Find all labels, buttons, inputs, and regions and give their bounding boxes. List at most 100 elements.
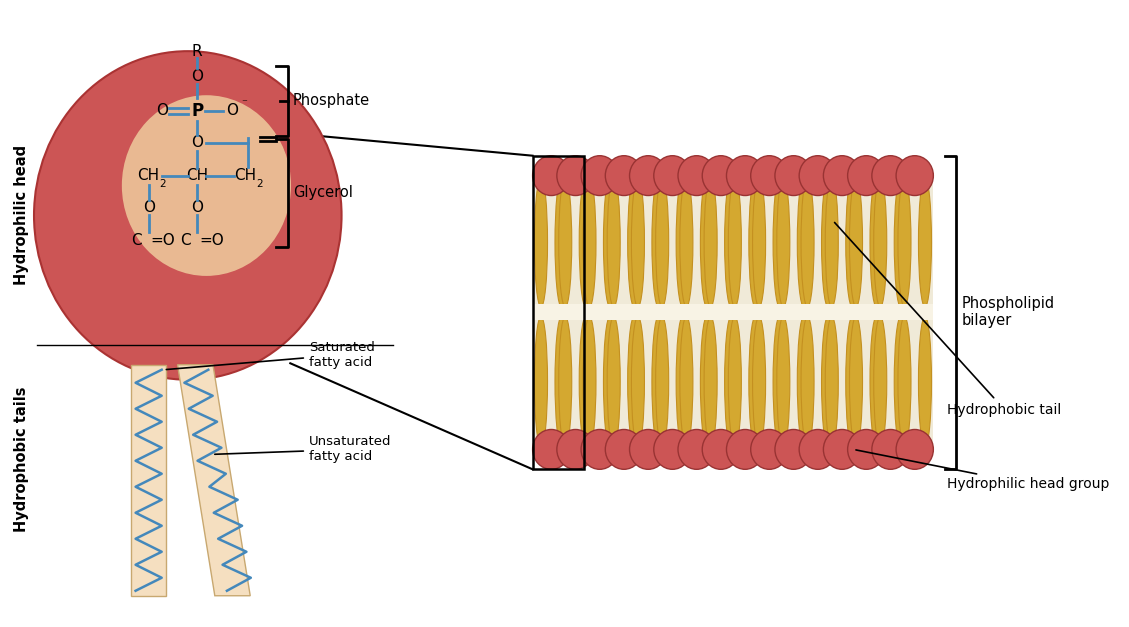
Text: Phospholipid
bilayer: Phospholipid bilayer [961,296,1054,328]
Ellipse shape [874,177,886,307]
Ellipse shape [797,317,811,447]
Ellipse shape [680,177,693,307]
Ellipse shape [753,177,765,307]
Circle shape [679,429,716,469]
Ellipse shape [919,317,931,447]
Text: O: O [227,103,238,119]
Ellipse shape [849,177,863,307]
Ellipse shape [676,177,689,307]
Text: 2: 2 [256,179,263,189]
Circle shape [654,155,691,196]
Ellipse shape [894,317,908,447]
Ellipse shape [628,317,641,447]
Circle shape [630,429,667,469]
Ellipse shape [651,317,665,447]
Text: O: O [191,135,203,150]
Ellipse shape [777,177,790,307]
Ellipse shape [846,177,859,307]
Text: CH: CH [186,168,208,183]
Ellipse shape [607,177,620,307]
Text: Hydrophobic tail: Hydrophobic tail [834,223,1061,416]
Ellipse shape [749,177,762,307]
Text: CH: CH [138,168,159,183]
Circle shape [581,155,619,196]
Circle shape [702,155,739,196]
Ellipse shape [534,177,548,307]
Ellipse shape [822,177,834,307]
Ellipse shape [559,317,571,447]
Ellipse shape [849,317,863,447]
Circle shape [533,429,570,469]
Circle shape [679,155,716,196]
Ellipse shape [919,177,931,307]
Ellipse shape [559,177,571,307]
Ellipse shape [728,177,742,307]
Circle shape [726,155,763,196]
Bar [533,304,934,320]
Circle shape [799,429,837,469]
Circle shape [34,51,342,380]
Text: Hydrophilic head: Hydrophilic head [15,145,29,285]
Polygon shape [177,365,251,596]
Ellipse shape [725,317,737,447]
Circle shape [654,429,691,469]
Ellipse shape [534,317,548,447]
Circle shape [122,95,291,276]
Circle shape [533,155,570,196]
Text: =O: =O [150,233,175,248]
Text: =O: =O [199,233,224,248]
Ellipse shape [680,317,693,447]
Circle shape [726,429,763,469]
Circle shape [751,429,788,469]
Ellipse shape [870,177,883,307]
Ellipse shape [898,177,911,307]
Ellipse shape [822,317,834,447]
Circle shape [799,155,837,196]
Circle shape [557,429,594,469]
Text: O: O [156,103,168,119]
Ellipse shape [651,177,665,307]
Ellipse shape [631,317,645,447]
Text: Hydrophilic head group: Hydrophilic head group [856,450,1110,491]
Ellipse shape [704,317,717,447]
Ellipse shape [753,317,765,447]
Circle shape [823,429,860,469]
Circle shape [848,429,885,469]
Text: Glycerol: Glycerol [294,185,353,200]
Ellipse shape [583,177,596,307]
Text: 2: 2 [159,179,166,189]
Circle shape [605,155,642,196]
Ellipse shape [728,317,742,447]
Ellipse shape [704,177,717,307]
Text: ⁻: ⁻ [240,98,246,108]
Circle shape [630,155,667,196]
Circle shape [872,155,909,196]
Circle shape [557,155,594,196]
Ellipse shape [656,317,668,447]
Ellipse shape [898,317,911,447]
Ellipse shape [894,177,908,307]
Ellipse shape [773,317,786,447]
Text: C: C [180,233,191,248]
Text: Unsaturated
fatty acid: Unsaturated fatty acid [215,435,392,463]
Text: Saturated
fatty acid: Saturated fatty acid [166,341,375,369]
Ellipse shape [628,177,641,307]
Ellipse shape [603,317,616,447]
Text: Hydrophobic tails: Hydrophobic tails [15,387,29,532]
Ellipse shape [800,317,814,447]
Circle shape [581,429,619,469]
Polygon shape [131,365,166,596]
Ellipse shape [607,317,620,447]
Circle shape [848,155,885,196]
Text: P: P [191,102,203,120]
Circle shape [896,429,934,469]
Ellipse shape [777,317,790,447]
Circle shape [872,429,909,469]
Ellipse shape [773,177,786,307]
Ellipse shape [579,317,593,447]
Ellipse shape [656,177,668,307]
Circle shape [896,155,934,196]
Ellipse shape [603,177,616,307]
Text: C: C [131,233,142,248]
Ellipse shape [749,317,762,447]
